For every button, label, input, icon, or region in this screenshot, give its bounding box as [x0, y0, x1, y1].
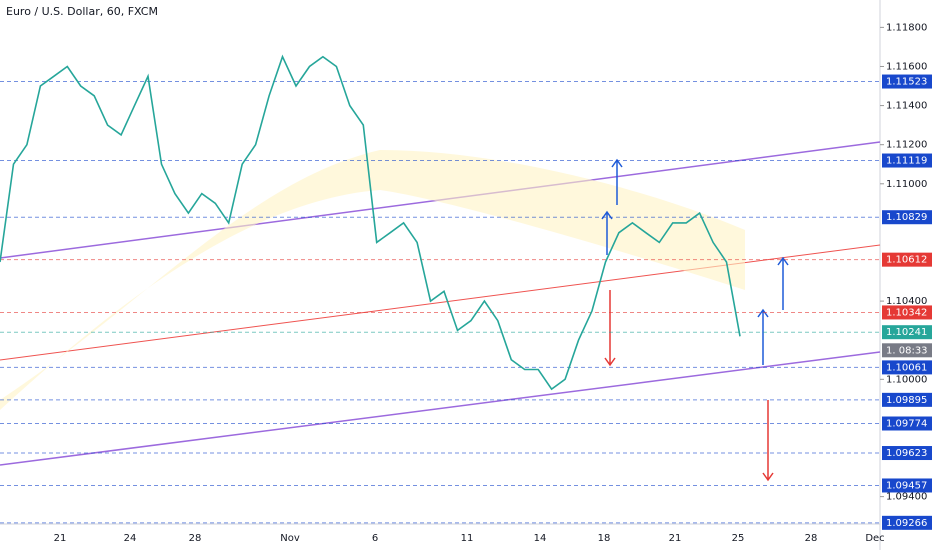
trend-line	[0, 351, 881, 466]
drawings	[0, 141, 881, 482]
close-line	[0, 54, 741, 391]
level-badge	[882, 416, 932, 431]
arrows	[601, 158, 789, 365]
x-tick-label: 6	[372, 533, 378, 544]
level-label: 1.11119	[886, 156, 927, 167]
x-tick-label: Nov	[280, 533, 300, 544]
x-tick-label: 21	[54, 533, 67, 544]
countdown-label: 1. 08:33	[886, 345, 928, 356]
level-badge	[882, 252, 932, 267]
level-badge	[882, 515, 932, 530]
arrows	[604, 290, 774, 482]
x-tick-label: 28	[189, 533, 202, 544]
x-tick-label: 24	[124, 533, 137, 544]
level-label: 1.10612	[886, 255, 927, 266]
y-tick-label: 1.09400	[886, 492, 927, 503]
countdown-badge	[882, 343, 932, 358]
x-tick-label: 11	[461, 533, 474, 544]
x-tick-label: 25	[732, 533, 745, 544]
x-tick-label: Dec	[865, 533, 884, 544]
level-badge	[882, 305, 932, 320]
y-tick-label: 1.10400	[886, 296, 927, 307]
y-tick-label: 1.11600	[886, 61, 927, 72]
y-tick-label: 1.10000	[886, 374, 927, 385]
x-tick-label: 28	[805, 533, 818, 544]
chart-title: Euro / U.S. Dollar, 60, FXCM	[6, 5, 158, 18]
level-label: 1.11523	[886, 77, 927, 88]
level-badge	[882, 210, 932, 225]
level-badge	[882, 392, 932, 407]
x-tick-label: 21	[669, 533, 682, 544]
level-label: 1.10342	[886, 307, 927, 318]
level-label: 1.09774	[886, 419, 927, 430]
level-label: 1.09895	[886, 395, 927, 406]
level-label: 1.09457	[886, 480, 927, 491]
x-tick-label: 14	[534, 533, 547, 544]
level-badge	[882, 153, 932, 168]
y-tick-label: 1.11800	[886, 22, 927, 33]
y-tick-label: 1.11000	[886, 179, 927, 190]
level-label: 1.10061	[886, 362, 927, 373]
level-label: 1.09266	[886, 518, 927, 529]
y-tick-label: 1.11200	[886, 140, 927, 151]
level-label: 1.10829	[886, 212, 927, 223]
level-badge	[882, 360, 932, 375]
y-tick-label: 1.11400	[886, 101, 927, 112]
cloud	[0, 150, 745, 410]
level-badge	[882, 446, 932, 461]
level-badge	[882, 478, 932, 493]
level-badge	[882, 74, 932, 89]
level-label: 1.10241	[886, 327, 927, 338]
level-badge	[882, 325, 932, 340]
level-label: 1.09623	[886, 448, 927, 459]
x-tick-label: 18	[598, 533, 611, 544]
